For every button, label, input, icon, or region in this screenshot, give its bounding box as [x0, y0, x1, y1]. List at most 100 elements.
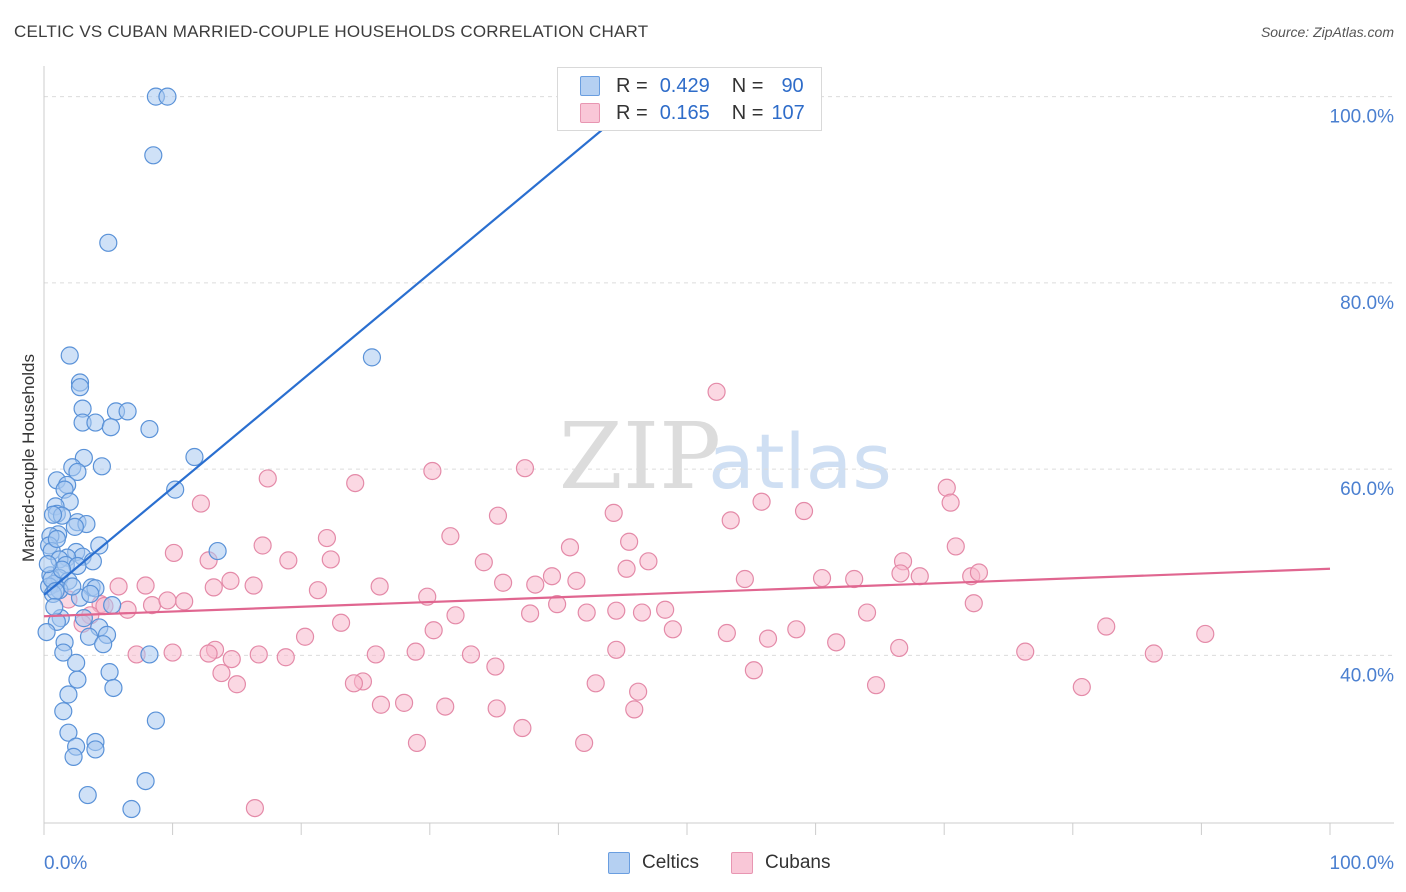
cubans-point — [366, 645, 385, 664]
celtics-point — [47, 529, 66, 549]
celtics-point — [104, 678, 123, 698]
cubans-n-label: N = — [731, 101, 764, 124]
celtics-point — [43, 505, 63, 524]
cubans-point — [632, 603, 652, 622]
celtics-point — [208, 541, 227, 561]
cubans-point — [436, 697, 455, 716]
bottom-celtics-swatch — [608, 852, 630, 874]
celtics-r-label: R = — [616, 74, 648, 97]
cubans-n-value: 107 — [771, 101, 805, 124]
cubans-point — [891, 564, 910, 583]
cubans-point — [794, 501, 814, 521]
cubans-point — [253, 536, 272, 555]
cubans-point — [204, 578, 223, 597]
cubans-point — [424, 621, 443, 640]
cubans-point — [222, 649, 241, 669]
cubans-point — [191, 494, 210, 513]
celtics-point — [118, 402, 137, 421]
bottom-celtics-label: Celtics — [642, 852, 700, 873]
cubans-point — [1144, 644, 1163, 663]
cubans-point — [827, 633, 846, 652]
cubans-point — [656, 600, 675, 619]
correlation-legend: R = 0.429 N = 90 R = 0.165 N = 107 — [557, 67, 822, 131]
cubans-point — [487, 699, 506, 718]
cubans-point — [663, 620, 682, 639]
celtics-point — [99, 233, 118, 252]
celtics-point — [68, 670, 87, 689]
cubans-point — [625, 700, 644, 719]
celtics-point — [90, 536, 109, 555]
cubans-swatch — [580, 103, 600, 123]
cubans-point — [227, 675, 246, 694]
source-credit: Source: ZipAtlas.com — [1260, 24, 1394, 40]
cubans-point — [175, 592, 194, 611]
cubans-point — [910, 567, 929, 586]
cubans-point — [548, 595, 567, 614]
celtics-r-value: 0.429 — [659, 74, 710, 97]
celtics-point — [122, 799, 141, 819]
legend-row-cubans: R = 0.165 N = 107 — [580, 100, 805, 126]
cubans-point — [1016, 642, 1035, 661]
cubans-point — [212, 663, 231, 683]
celtics-point — [103, 595, 122, 615]
cubans-point — [1072, 677, 1091, 697]
celtics-swatch — [580, 76, 600, 96]
cubans-point — [276, 648, 295, 667]
cubans-point — [244, 576, 263, 595]
celtics-point — [79, 627, 99, 646]
cubans-point — [109, 577, 128, 596]
y-tick-label: 40.0% — [1340, 665, 1394, 686]
celtics-point — [59, 685, 78, 704]
bottom-cubans-label: Cubans — [765, 852, 831, 873]
cubans-point — [617, 559, 636, 578]
cubans-point — [474, 553, 493, 572]
y-tick-label: 80.0% — [1340, 293, 1394, 314]
celtics-point — [86, 740, 105, 759]
celtics-point — [146, 711, 165, 730]
watermark-atlas: atlas — [708, 417, 892, 506]
celtics-point — [92, 457, 111, 476]
celtics-point — [63, 577, 82, 596]
cubans-r-label: R = — [616, 101, 648, 124]
cubans-point — [221, 571, 240, 590]
celtics-point — [362, 348, 382, 367]
celtics-trend-line — [43, 95, 643, 596]
cubans-point — [607, 640, 626, 659]
x-tick-label-max: 100.0% — [1330, 853, 1395, 874]
cubans-point — [744, 661, 763, 680]
cubans-point — [245, 798, 265, 818]
cubans-point — [513, 718, 532, 738]
celtics-point — [144, 146, 163, 165]
celtics-point — [78, 785, 97, 805]
cubans-point — [279, 551, 298, 570]
cubans-point — [370, 577, 389, 596]
cubans-point — [461, 645, 481, 664]
cubans-point — [1097, 617, 1116, 636]
celtics-point — [140, 419, 159, 439]
cubans-point — [857, 603, 877, 622]
celtics-point — [101, 418, 120, 437]
chart-title: CELTIC VS CUBAN MARRIED-COUPLE HOUSEHOLD… — [14, 22, 649, 41]
cubans-point — [308, 581, 328, 600]
celtics-point — [136, 771, 155, 791]
cubans-point — [249, 645, 268, 664]
cubans-point — [321, 550, 340, 569]
cubans-point — [118, 600, 137, 619]
cubans-point — [542, 567, 562, 586]
celtics-point — [68, 462, 87, 482]
cubans-point — [586, 674, 605, 693]
cubans-point — [158, 591, 177, 610]
cubans-point — [620, 532, 639, 551]
cubans-point — [371, 695, 391, 714]
cubans-point — [423, 461, 442, 481]
cubans-point — [721, 511, 740, 530]
cubans-point — [812, 568, 832, 588]
cubans-point — [295, 627, 315, 646]
cubans-point — [406, 642, 425, 661]
celtics-point — [140, 645, 159, 664]
watermark-zip: ZIP — [559, 403, 721, 510]
celtics-point — [54, 702, 73, 721]
celtics-point — [59, 723, 78, 742]
cubans-point — [258, 469, 277, 488]
cubans-point — [969, 563, 989, 582]
